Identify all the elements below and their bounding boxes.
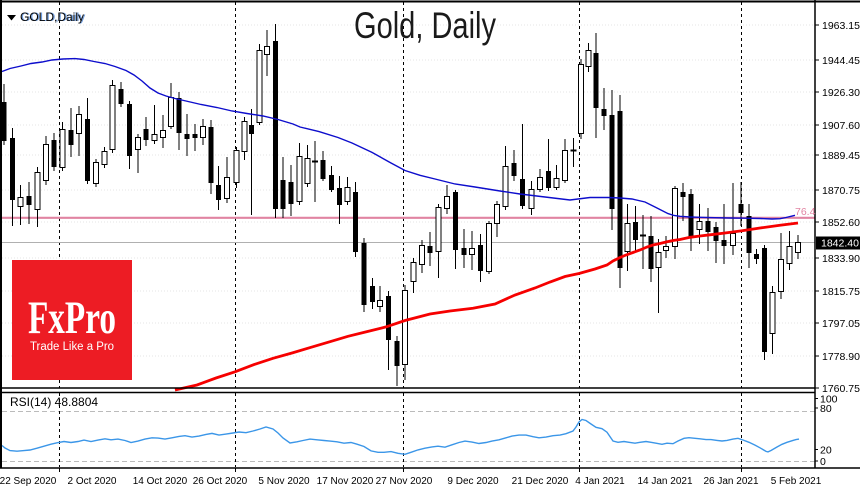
svg-text:1797.05: 1797.05 bbox=[822, 318, 860, 330]
svg-text:5 Nov 2020: 5 Nov 2020 bbox=[258, 476, 310, 487]
svg-text:1870.75: 1870.75 bbox=[822, 185, 860, 197]
svg-text:4 Jan 2021: 4 Jan 2021 bbox=[575, 476, 625, 487]
svg-text:1907.60: 1907.60 bbox=[822, 120, 860, 132]
svg-text:9 Dec 2020: 9 Dec 2020 bbox=[447, 476, 499, 487]
svg-text:14 Oct 2020: 14 Oct 2020 bbox=[133, 476, 188, 487]
svg-text:100: 100 bbox=[820, 394, 838, 406]
svg-text:26 Oct 2020: 26 Oct 2020 bbox=[193, 476, 248, 487]
svg-text:20: 20 bbox=[820, 445, 832, 457]
svg-text:2 Oct 2020: 2 Oct 2020 bbox=[68, 476, 117, 487]
svg-text:1944.45: 1944.45 bbox=[822, 55, 860, 67]
svg-text:21 Dec 2020: 21 Dec 2020 bbox=[512, 476, 569, 487]
svg-text:1852.60: 1852.60 bbox=[822, 217, 860, 229]
svg-text:FxPro: FxPro bbox=[28, 292, 116, 344]
svg-text:26 Jan 2021: 26 Jan 2021 bbox=[703, 476, 758, 487]
svg-text:1760.75: 1760.75 bbox=[822, 383, 860, 395]
svg-text:Trade Like a Pro: Trade Like a Pro bbox=[30, 341, 114, 353]
svg-text:1926.30: 1926.30 bbox=[822, 87, 860, 99]
svg-text:27 Nov 2020: 27 Nov 2020 bbox=[376, 476, 433, 487]
svg-text:1842.40: 1842.40 bbox=[821, 238, 859, 250]
svg-text:22 Sep 2020: 22 Sep 2020 bbox=[0, 476, 57, 487]
svg-text:1963.15: 1963.15 bbox=[822, 20, 860, 32]
svg-text:1833.90: 1833.90 bbox=[822, 253, 860, 265]
svg-text:1889.45: 1889.45 bbox=[822, 150, 860, 162]
svg-text:Gold, Daily: Gold, Daily bbox=[354, 5, 496, 46]
svg-text:GOLD,Daily: GOLD,Daily bbox=[21, 10, 85, 24]
svg-text:RSI(14) 48.8804: RSI(14) 48.8804 bbox=[10, 395, 98, 409]
svg-text:76.4: 76.4 bbox=[795, 206, 816, 218]
svg-text:17 Nov 2020: 17 Nov 2020 bbox=[317, 476, 374, 487]
svg-text:5 Feb 2021: 5 Feb 2021 bbox=[771, 476, 822, 487]
svg-text:1815.75: 1815.75 bbox=[822, 286, 860, 298]
svg-text:GOLD,Daily: GOLD,Daily bbox=[20, 10, 84, 24]
svg-text:0: 0 bbox=[820, 456, 826, 468]
svg-text:80: 80 bbox=[820, 403, 832, 415]
svg-text:1778.90: 1778.90 bbox=[822, 351, 860, 363]
svg-text:14 Jan 2021: 14 Jan 2021 bbox=[637, 476, 692, 487]
